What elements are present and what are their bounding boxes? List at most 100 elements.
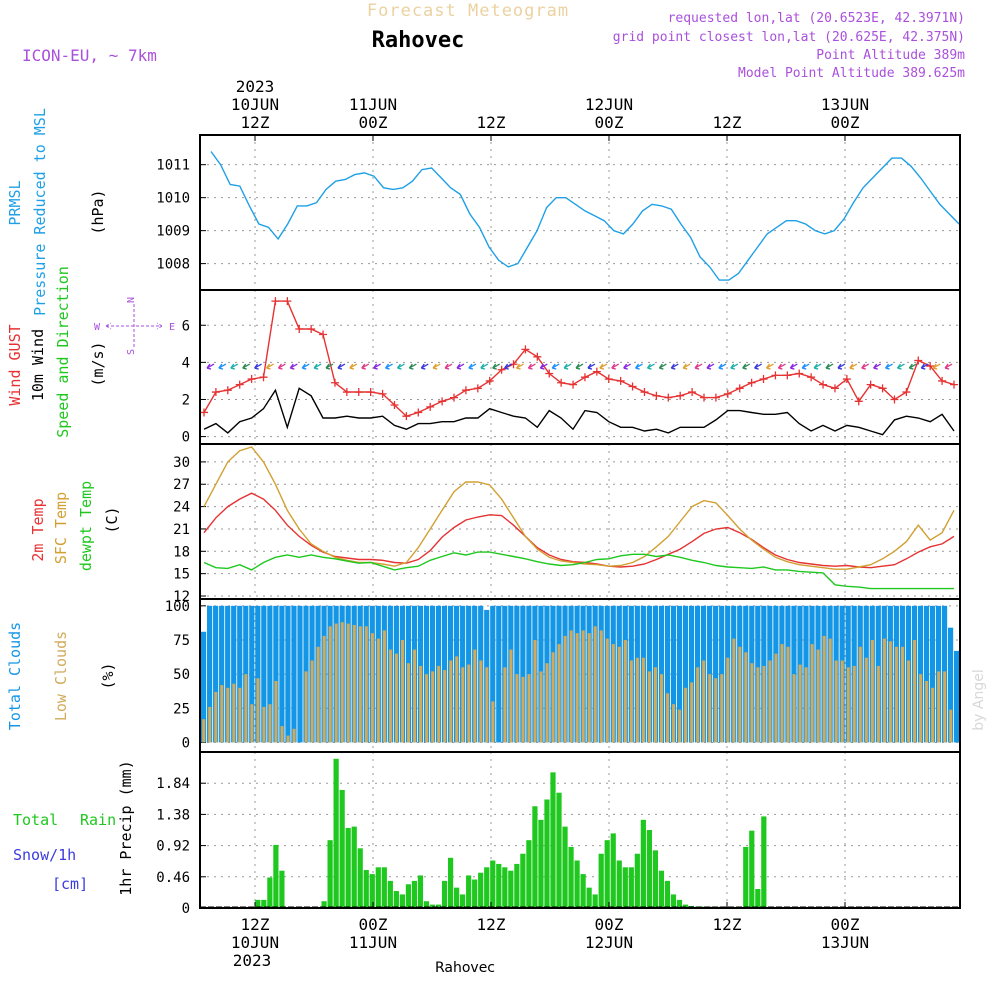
precip-bar xyxy=(646,830,652,908)
gust-point-marker xyxy=(950,380,958,389)
low-cloud-bar xyxy=(310,660,314,743)
gust-point-marker xyxy=(676,391,685,400)
low-cloud-bar xyxy=(569,630,573,743)
total-cloud-bar xyxy=(201,631,207,743)
low-cloud-bar xyxy=(641,657,645,743)
gust-point-marker xyxy=(319,330,328,339)
time-bottom-day: 11JUN xyxy=(349,933,397,952)
low-cloud-bar xyxy=(563,635,567,743)
wind-direction-arrow xyxy=(694,363,703,370)
precip-bar xyxy=(435,904,442,908)
wind-direction-arrow xyxy=(646,363,655,370)
low-cloud-bar xyxy=(804,667,808,743)
low-cloud-bar xyxy=(768,660,772,743)
wind-direction-arrow xyxy=(230,363,239,370)
precip-bar xyxy=(357,848,363,908)
wind-direction-arrow xyxy=(730,363,739,370)
low-cloud-bar xyxy=(334,623,338,743)
gust-point-marker xyxy=(914,356,923,365)
precip-bar xyxy=(526,840,532,908)
low-cloud-bar xyxy=(937,671,941,743)
model-altitude: Model Point Altitude 389.625m xyxy=(738,66,965,81)
ytick-label: 4 xyxy=(182,355,190,371)
low-cloud-bar xyxy=(340,622,344,743)
wind-direction-arrow xyxy=(682,363,691,370)
low-cloud-bar xyxy=(262,706,266,743)
ytick-label: 0 xyxy=(182,735,190,751)
low-cloud-bar xyxy=(256,678,260,743)
precip-bar xyxy=(652,850,658,908)
total-cloud-bar xyxy=(273,605,279,743)
low-cloud-bar xyxy=(822,635,826,743)
low-cloud-bar xyxy=(352,624,356,743)
precip-bar xyxy=(484,867,490,908)
low-cloud-bar xyxy=(455,656,459,743)
panel-frame-temperature xyxy=(199,443,961,600)
wind-direction-arrow xyxy=(670,363,679,370)
wind-direction-arrow xyxy=(206,363,215,370)
compass-s: S xyxy=(126,349,137,355)
gust-point-marker xyxy=(628,382,637,391)
total-cloud-bar xyxy=(291,605,297,743)
precip-bar xyxy=(417,875,424,908)
total-cloud-bar xyxy=(225,605,231,743)
precip-bar xyxy=(622,867,628,908)
low-cloud-bar xyxy=(328,626,332,743)
low-cloud-bar xyxy=(286,735,290,743)
gust-point-marker xyxy=(259,373,268,382)
gust-point-marker xyxy=(688,388,697,397)
low-cloud-bar xyxy=(894,646,898,743)
ytick-label: 18 xyxy=(173,544,190,560)
precip-bar xyxy=(429,904,436,908)
low-cloud-bar xyxy=(292,728,296,743)
precip-bar xyxy=(490,860,496,908)
wind-direction-arrow xyxy=(254,363,262,370)
wind-direction-arrow xyxy=(527,363,536,370)
gust-point-marker xyxy=(271,297,280,306)
low-cloud-bar xyxy=(370,633,374,743)
wind-direction-arrow xyxy=(754,363,762,370)
time-bottom-day: 12JUN xyxy=(585,933,633,952)
precip-bar xyxy=(502,867,508,908)
wind-direction-arrow xyxy=(611,363,620,370)
gust-point-marker xyxy=(890,395,899,404)
wind-direction-arrow xyxy=(480,363,489,370)
gust-point-marker xyxy=(450,393,458,402)
gust-point-marker xyxy=(211,388,220,397)
wind-direction-arrow xyxy=(873,363,882,370)
low-cloud-bar xyxy=(834,660,838,743)
low-cloud-bar xyxy=(419,665,423,743)
low-cloud-bar xyxy=(660,674,664,743)
precip-bar xyxy=(568,846,574,908)
precip-bar xyxy=(273,844,279,908)
precip-bar xyxy=(682,904,689,908)
gust-point-marker xyxy=(664,393,673,402)
low-cloud-bar xyxy=(756,667,760,743)
precip-bar xyxy=(658,870,665,908)
low-cloud-bar xyxy=(762,665,766,743)
total-cloud-bar xyxy=(213,605,219,743)
temp-2m-label: 2m Temp xyxy=(29,498,47,561)
gust-point-marker xyxy=(402,412,411,421)
low-cloud-bar xyxy=(810,644,814,743)
wind-direction-arrow xyxy=(801,363,810,370)
panel-frame-pressure xyxy=(199,134,961,291)
ytick-label: 30 xyxy=(173,455,190,471)
ytick-label: 0 xyxy=(182,430,190,446)
precip-bar xyxy=(351,826,357,908)
compass-n: N xyxy=(126,297,137,303)
gust-point-marker xyxy=(854,397,863,406)
wind-direction-arrow xyxy=(242,363,251,370)
gust-point-marker xyxy=(700,393,708,402)
precip-bar xyxy=(743,846,749,908)
low-cloud-bar xyxy=(852,665,856,743)
precip-bar xyxy=(556,792,562,908)
wind-direction-arrow xyxy=(932,363,941,370)
wind-direction-arrow xyxy=(492,363,501,370)
precip-rain-label: Rain xyxy=(80,811,116,829)
precip-bar xyxy=(664,880,671,908)
time-top-hour: 12Z xyxy=(477,113,506,132)
time-top-day: 11JUN xyxy=(349,95,397,114)
wind-direction-arrow xyxy=(504,363,512,370)
low-cloud-bar xyxy=(629,660,633,743)
